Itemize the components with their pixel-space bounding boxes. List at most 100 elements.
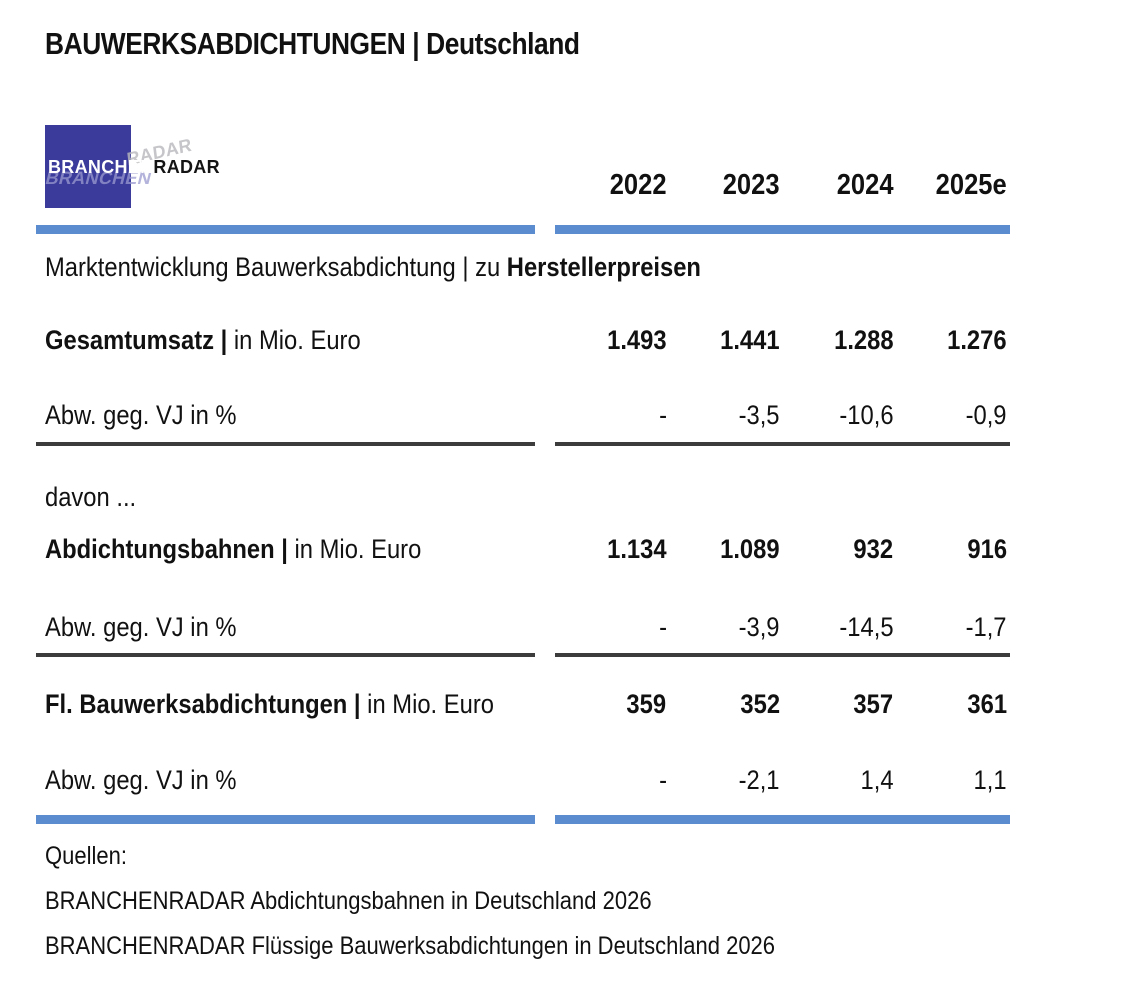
value-cell: 1.089 [669, 533, 783, 565]
branchenradar-logo: RADAR BRANCHEN BRANCHENRADAR [44, 125, 245, 209]
row-label-bold: Gesamtumsatz | [45, 325, 228, 355]
logo-text-branchen: BRANCHEN [48, 157, 154, 177]
year-header-text: 2024 [836, 169, 894, 201]
row-label-text: Abw. geg. VJ in % [45, 765, 237, 795]
logo-text-radar: RADAR [153, 157, 220, 177]
logo-square [45, 125, 131, 208]
value-text: -3,9 [739, 612, 780, 642]
value-cell: -0,9 [896, 399, 1010, 431]
table-row-davon: davon ... [36, 481, 1010, 513]
divider-right-segment [555, 653, 1010, 657]
row-label-text: davon ... [45, 482, 137, 512]
divider-left-segment [36, 442, 535, 446]
value-cell: - [555, 764, 669, 796]
row-label-rest: in Mio. Euro [227, 325, 361, 355]
column-gap [535, 764, 555, 796]
value-text: 1.441 [720, 325, 780, 355]
logo-wordmark: RADAR BRANCHEN BRANCHENRADAR [44, 135, 220, 188]
year-header-text: 2022 [609, 169, 667, 201]
value-cell: -14,5 [782, 611, 896, 643]
divider-right-segment [555, 442, 1010, 446]
page-title-text: BAUWERKSABDICHTUNGEN | Deutschland [45, 26, 580, 61]
table-row-abw-3: Abw. geg. VJ in % - -2,1 1,4 1,1 [36, 764, 1010, 796]
value-cell: 1,4 [782, 764, 896, 796]
row-label-bold: Fl. Bauwerksabdichtungen | [45, 689, 361, 719]
value-cell: -1,7 [896, 611, 1010, 643]
year-header-2024: 2024 [782, 168, 896, 202]
value-text: 1,4 [860, 765, 894, 795]
value-text: 352 [740, 689, 780, 719]
value-text: 1.276 [947, 325, 1007, 355]
value-text: - [658, 400, 667, 430]
value-cell: 1.288 [782, 324, 896, 356]
value-cell: 1,1 [896, 764, 1010, 796]
value-cell: -10,6 [782, 399, 896, 431]
year-header-2022: 2022 [555, 168, 669, 202]
value-text: -1,7 [966, 612, 1007, 642]
value-cell: -3,5 [669, 399, 783, 431]
accent-bar-bottom [36, 815, 1010, 824]
accent-bar-left-segment [36, 225, 535, 234]
value-cell: 932 [782, 533, 896, 565]
value-cell: 352 [669, 688, 783, 720]
row-label-rest: in Mio. Euro [360, 689, 494, 719]
year-header-2023: 2023 [669, 168, 783, 202]
accent-bar-right-segment [555, 225, 1010, 234]
table-row-abdichtungsbahnen: Abdichtungsbahnen | in Mio. Euro 1.134 1… [36, 533, 1010, 565]
value-cell: 1.441 [669, 324, 783, 356]
divider-left-segment [36, 653, 535, 657]
value-text: 1,1 [973, 765, 1007, 795]
row-label: davon ... [36, 481, 535, 513]
table-row-gesamtumsatz: Gesamtumsatz | in Mio. Euro 1.493 1.441 … [36, 324, 1010, 356]
row-label: Abdichtungsbahnen | in Mio. Euro [36, 533, 535, 565]
column-gap [535, 688, 555, 720]
table-row-abw-2: Abw. geg. VJ in % - -3,9 -14,5 -1,7 [36, 611, 1010, 643]
sources-heading: Quellen: [45, 841, 138, 871]
year-header-text: 2023 [723, 169, 780, 201]
column-gap [535, 611, 555, 643]
accent-bar-left-segment [36, 815, 535, 824]
value-text: -2,1 [739, 765, 780, 795]
column-gap [535, 168, 555, 202]
value-text: 1.134 [607, 534, 667, 564]
accent-bar-right-segment [555, 815, 1010, 824]
value-text: 1.089 [720, 534, 780, 564]
value-cell: -2,1 [669, 764, 783, 796]
value-cell: - [555, 399, 669, 431]
value-cell: 916 [896, 533, 1010, 565]
value-text: - [658, 612, 667, 642]
sources-heading-text: Quellen: [45, 842, 127, 870]
table-row-fl-bauwerksabdichtungen: Fl. Bauwerksabdichtungen | in Mio. Euro … [36, 688, 1010, 720]
value-text: 359 [626, 689, 667, 719]
divider-rule-2 [36, 653, 1010, 657]
row-label-text: Abw. geg. VJ in % [45, 612, 237, 642]
value-cell: 357 [782, 688, 896, 720]
row-label: Abw. geg. VJ in % [36, 611, 535, 643]
section-title-bold: Herstellerpreisen [506, 252, 701, 282]
row-label-text: Abdichtungsbahnen | in Mio. Euro [45, 533, 421, 565]
value-text: 361 [967, 689, 1007, 719]
year-header-2025e: 2025e [896, 168, 1010, 202]
value-text: - [658, 765, 667, 795]
value-text: -3,5 [739, 400, 780, 430]
source-line-2: BRANCHENRADAR Flüssige Bauwerksabdichtun… [45, 931, 875, 961]
row-label: Fl. Bauwerksabdichtungen | in Mio. Euro [36, 688, 535, 720]
section-title: Marktentwicklung Bauwerksabdichtung | zu… [36, 251, 1009, 283]
value-text: -14,5 [839, 612, 894, 642]
value-text: 916 [967, 534, 1007, 564]
row-label: Gesamtumsatz | in Mio. Euro [36, 324, 535, 356]
year-header-row: 2022 2023 2024 2025e [36, 168, 1010, 202]
value-text: 1.493 [607, 325, 667, 355]
row-label-text: Gesamtumsatz | in Mio. Euro [45, 324, 361, 356]
value-cell: 359 [555, 688, 669, 720]
row-label: Abw. geg. VJ in % [36, 764, 535, 796]
section-title-regular: Marktentwicklung Bauwerksabdichtung | zu [45, 252, 507, 282]
section-title-text: Marktentwicklung Bauwerksabdichtung | zu… [45, 251, 701, 283]
section-title-row: Marktentwicklung Bauwerksabdichtung | zu… [36, 251, 1010, 283]
value-cell: 361 [896, 688, 1010, 720]
column-gap [535, 533, 555, 565]
row-label-text: Abw. geg. VJ in % [45, 400, 237, 430]
accent-bar-top [36, 225, 1010, 234]
value-cell: - [555, 611, 669, 643]
table-row-abw-1: Abw. geg. VJ in % - -3,5 -10,6 -0,9 [36, 399, 1010, 431]
